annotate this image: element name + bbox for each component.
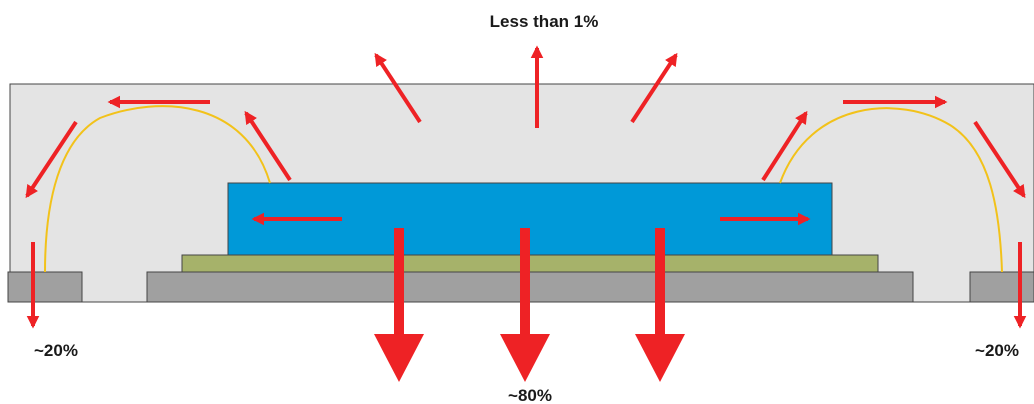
left-bond-wire bbox=[44, 105, 271, 273]
arrow-down-left bbox=[374, 228, 424, 382]
label-left: ~20% bbox=[34, 341, 78, 360]
arrow-curve-right bbox=[973, 120, 1026, 199]
arrow-down-center bbox=[500, 228, 550, 382]
arrow-die-left-up bbox=[244, 110, 292, 182]
right-lead bbox=[969, 271, 1034, 303]
arrow-down-right bbox=[635, 228, 685, 382]
label-right: ~20% bbox=[975, 341, 1019, 360]
arrow-die-right-up bbox=[761, 110, 808, 182]
label-top: Less than 1% bbox=[490, 12, 599, 31]
heat-arrows-top bbox=[25, 45, 1027, 329]
arrow-curve-left bbox=[25, 120, 78, 199]
left-lead bbox=[7, 271, 83, 303]
right-bond-wire bbox=[779, 107, 1003, 273]
arrow-up-left bbox=[374, 52, 422, 124]
heat-arrows-bottom bbox=[374, 228, 685, 382]
arrow-up-right bbox=[630, 52, 678, 124]
label-bottom: ~80% bbox=[508, 386, 552, 404]
